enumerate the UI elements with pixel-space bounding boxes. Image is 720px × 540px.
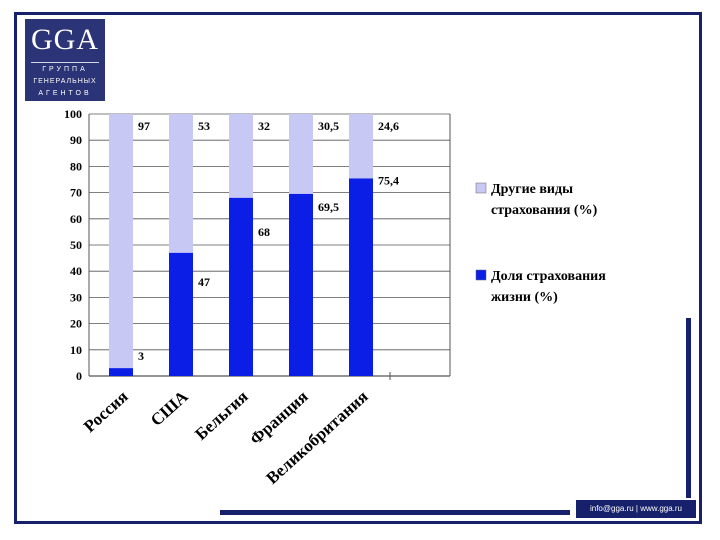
y-tick-label: 70 <box>70 186 82 200</box>
bar-life <box>349 178 373 376</box>
data-label-life: 3 <box>138 349 144 363</box>
y-tick-label: 80 <box>70 159 82 173</box>
data-label-other: 53 <box>198 119 210 133</box>
legend-label: жизни (%) <box>491 290 558 305</box>
y-tick-label: 100 <box>64 107 82 121</box>
data-label-other: 24,6 <box>378 119 399 133</box>
y-tick-label: 40 <box>70 264 82 278</box>
bar-life <box>169 252 193 376</box>
data-label-other: 97 <box>138 119 150 133</box>
legend-swatch <box>475 182 487 194</box>
category-label: США <box>147 386 192 430</box>
y-tick-label: 20 <box>70 317 82 331</box>
data-label-life: 68 <box>258 225 270 239</box>
legend-label: страхования (%) <box>491 203 598 218</box>
category-label: Великобритания <box>262 387 371 488</box>
bar-life <box>109 368 133 376</box>
contact-info: info@gga.ru | www.gga.ru <box>576 500 696 518</box>
data-label-life: 69,5 <box>318 200 339 214</box>
data-label-life: 75,4 <box>378 173 399 187</box>
legend-swatch <box>475 269 487 281</box>
y-tick-label: 50 <box>70 238 82 252</box>
bar-other <box>169 114 193 253</box>
data-label-life: 47 <box>198 275 210 289</box>
bar-life <box>289 193 313 376</box>
bar-other <box>289 114 313 194</box>
decorative-horizontal-bar <box>220 510 570 515</box>
bar-other <box>229 114 253 198</box>
y-tick-label: 30 <box>70 290 82 304</box>
category-label: Бельгия <box>191 387 251 444</box>
data-label-other: 30,5 <box>318 119 339 133</box>
logo-divider <box>31 62 99 63</box>
category-label: Россия <box>80 387 132 436</box>
decorative-vertical-bar <box>686 318 691 498</box>
bar-other <box>349 114 373 179</box>
legend-label: Доля страхования <box>491 269 606 284</box>
legend-label: Другие виды <box>491 182 573 197</box>
y-tick-label: 60 <box>70 212 82 226</box>
logo-line-2: ГЕНЕРАЛЬНЫХ <box>33 78 97 85</box>
bar-other <box>109 114 133 369</box>
logo-mark: GGA <box>31 23 99 56</box>
data-label-other: 32 <box>258 119 270 133</box>
logo-line-3: АГЕНТОВ <box>38 90 92 97</box>
bar-life <box>229 197 253 376</box>
gga-logo: GGA ГРУППА ГЕНЕРАЛЬНЫХ АГЕНТОВ <box>25 19 105 101</box>
slide-frame <box>14 12 702 524</box>
y-tick-label: 90 <box>70 133 82 147</box>
y-tick-label: 0 <box>76 369 82 383</box>
y-tick-label: 10 <box>70 343 82 357</box>
logo-line-1: ГРУППА <box>42 66 88 73</box>
